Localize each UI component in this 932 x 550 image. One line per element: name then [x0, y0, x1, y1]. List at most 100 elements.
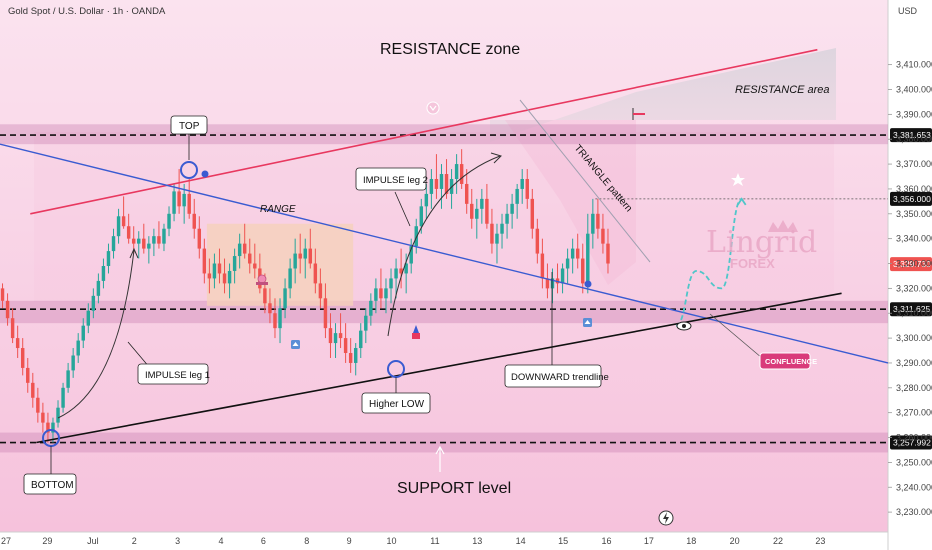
x-tick-label: 16 [601, 536, 611, 546]
downward-trendline-touch-dot [584, 280, 592, 288]
candle-body [606, 243, 610, 264]
candle-body [560, 268, 565, 284]
candle-body [318, 283, 323, 299]
range-label: RANGE [260, 204, 296, 215]
candle-body [409, 246, 413, 264]
resistance-trendline [30, 48, 818, 215]
lightning-icon[interactable] [658, 510, 674, 526]
downward-trendline-badge [504, 364, 602, 388]
candle-body [253, 263, 257, 269]
x-tick-label: 3 [175, 536, 180, 546]
candle-body [515, 188, 519, 204]
candle-body [500, 223, 504, 234]
price-level-badge-3 [890, 302, 932, 317]
confluence-connector [709, 313, 763, 359]
resistance-area-label: RESISTANCE area [735, 84, 830, 96]
candle-body [187, 193, 191, 214]
bottom-badge [23, 473, 77, 495]
candle-body [56, 407, 60, 423]
candle-body [439, 174, 444, 189]
candle-body [348, 353, 353, 363]
y-tick-label: 3,400.000 [896, 84, 932, 94]
up-arrow-icon-right [583, 318, 592, 327]
y-tick-label: 3,240.000 [896, 482, 932, 492]
resistance-down-icon [426, 101, 440, 115]
y-tick-label: 3,310.000 [896, 308, 932, 318]
candle-body [202, 248, 207, 274]
mid-support-band [0, 300, 888, 324]
candle-body [147, 243, 151, 249]
candle-body [510, 203, 514, 214]
x-tick-label: Jul [87, 536, 99, 546]
candle-body [273, 313, 277, 329]
candle-body [394, 268, 398, 279]
candle-body [263, 288, 267, 304]
candle-body [20, 348, 25, 368]
candle-body [323, 298, 328, 329]
candle-body [268, 303, 272, 314]
candle-body [414, 226, 418, 247]
candle-body [5, 300, 10, 319]
downward-trendline [0, 143, 889, 364]
projection-arrowhead [736, 197, 747, 206]
upper-pink-area [34, 132, 834, 302]
candle-body [313, 263, 318, 284]
support-trendline [36, 292, 842, 444]
x-tick-label: 13 [472, 536, 482, 546]
support-level-label: SUPPORT level [397, 480, 511, 497]
price-level-badge-2 [890, 257, 932, 272]
impulse-leg-1-arrowhead [129, 247, 139, 259]
price-level-label-0: 3,381.653 [893, 130, 931, 140]
candle-body [71, 355, 75, 371]
candle-body [116, 216, 121, 237]
candle-body [565, 258, 570, 269]
candle-body [379, 288, 383, 299]
higher-low-badge [361, 392, 431, 414]
candle-body [399, 268, 403, 274]
candle-body [162, 228, 166, 244]
candle-body [248, 253, 252, 264]
y-tick-label: 3,380.000 [896, 134, 932, 144]
candle-body [172, 191, 176, 214]
y-tick-label: 3,410.000 [896, 60, 932, 70]
candle-body [167, 213, 171, 229]
candle-body [575, 248, 580, 259]
candle-body [545, 278, 550, 289]
currency-label: USD [898, 6, 918, 16]
y-tick-label: 3,270.000 [896, 408, 932, 418]
resistance-zone-label: RESISTANCE zone [380, 41, 520, 58]
candle-body [207, 273, 212, 279]
x-tick-label: 15 [558, 536, 568, 546]
impulse-leg-1-arrow [57, 249, 135, 419]
candle-body [540, 253, 545, 279]
impulse-leg-2-connector [394, 191, 411, 227]
candle-body [550, 278, 555, 289]
candle-body [374, 288, 378, 301]
impulse-leg-1-label: IMPULSE leg 1 [145, 370, 210, 381]
x-tick-label: 9 [347, 536, 352, 546]
confluence-badge[interactable] [759, 352, 811, 370]
spike-flag-icon [632, 108, 645, 120]
up-arrow-icon-left [291, 340, 300, 349]
candle-body [389, 278, 393, 289]
candle-body [111, 236, 116, 252]
higher-low-label: Higher LOW [369, 399, 425, 410]
candle-body [338, 333, 343, 339]
candle-body [51, 422, 55, 433]
top-marker [180, 161, 198, 179]
x-tick-label: 8 [304, 536, 309, 546]
candle-body [464, 183, 469, 204]
candle-body [121, 216, 126, 227]
candle-body [520, 178, 524, 189]
candle-body [91, 295, 96, 311]
candle-body [86, 310, 91, 326]
candle-body [591, 213, 595, 234]
candle-body [41, 412, 45, 423]
triangle-upper-line [519, 99, 651, 263]
candle-body [222, 273, 227, 284]
candle-body [76, 340, 80, 356]
candle-body [61, 387, 65, 408]
candle-body [182, 193, 186, 207]
